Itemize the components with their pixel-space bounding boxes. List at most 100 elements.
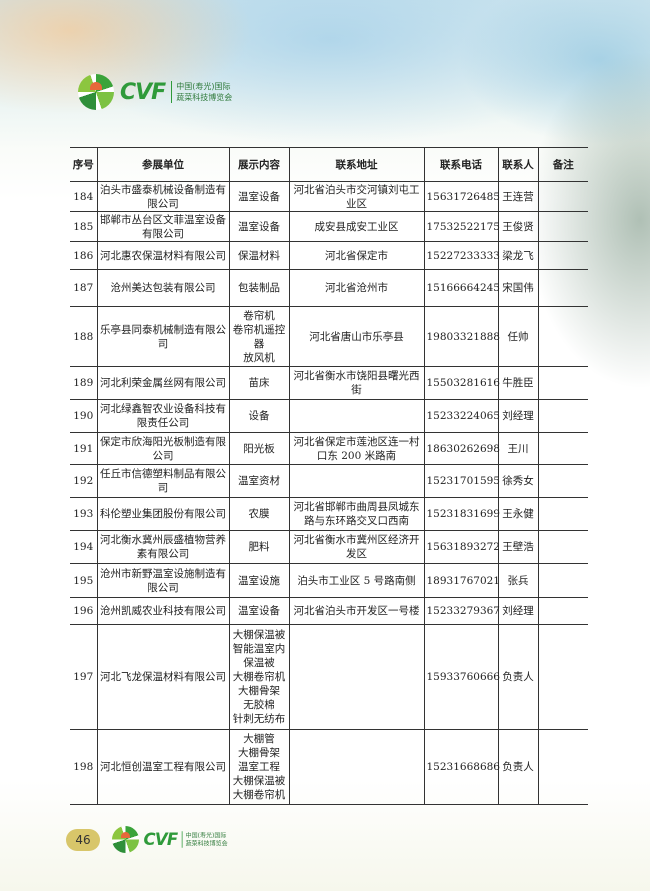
table-row: 197 河北飞龙保温材料有限公司 大棚保温被 智能温室内保温被 大棚卷帘机 大棚骨架… <box>70 624 588 730</box>
contact-cell: 张兵 <box>497 563 539 598</box>
note-cell <box>537 211 588 242</box>
company-cell: 河北绿鑫智农业设备科技有限责任公司 <box>96 399 230 433</box>
table-row: 193 科伦塑业集团股份有限公司 农膜 河北省邯郸市曲周县凤城东路与东环路交叉口西南 1… <box>70 497 588 531</box>
phone-cell: 15227233333 <box>423 241 500 270</box>
table-row: 191 保定市欣海阳光板制造有限公司 阳光板 河北省保定市莲池区连一村口东 200 米… <box>70 432 588 465</box>
exhibitor-table: 序号 参展单位 展示内容 联系地址 联系电话 联系人 备注 184 泊头市盛泰机械设备制造有限… <box>70 147 588 805</box>
address-cell: 河北省保定市 <box>288 241 425 270</box>
header-logo: CVF 中国(寿光)国际 蔬菜科技博览会 <box>78 74 232 110</box>
contact-cell: 王连营 <box>497 181 539 212</box>
column-header: 联系电话 <box>423 147 499 182</box>
products-cell: 肥料 <box>228 530 290 564</box>
company-cell: 河北惠农保温材料有限公司 <box>96 241 230 270</box>
table-row: 190 河北绿鑫智农业设备科技有限责任公司 设备 15233224065 刘经理 <box>70 399 588 433</box>
table-row: 184 泊头市盛泰机械设备制造有限公司 温室设备 河北省泊头市交河镇刘屯工业区 1563… <box>70 181 588 212</box>
note-cell <box>537 432 588 465</box>
products-cell: 温室资材 <box>228 464 290 498</box>
address-cell: 河北省唐山市乐亭县 <box>288 306 425 367</box>
contact-cell: 负责人 <box>497 624 539 730</box>
table-row: 186 河北惠农保温材料有限公司 保温材料 河北省保定市 15227233333 梁龙飞 <box>70 241 588 270</box>
address-cell: 河北省泊头市开发区一号楼 <box>288 597 425 625</box>
row-number: 190 <box>70 399 98 433</box>
phone-cell: 15233224065 <box>423 399 500 433</box>
address-cell: 河北省保定市莲池区连一村口东 200 米路南 <box>288 432 425 465</box>
logo-brand: CVF <box>143 830 179 849</box>
note-cell <box>537 597 588 625</box>
address-cell: 河北省泊头市交河镇刘屯工业区 <box>288 181 425 212</box>
phone-cell: 17532522175 <box>423 211 500 242</box>
company-cell: 乐亭县同泰机械制造有限公司 <box>96 306 230 367</box>
products-cell: 温室设备 <box>228 181 290 212</box>
contact-cell: 牛胜臣 <box>497 366 539 400</box>
note-cell <box>537 241 588 270</box>
contact-cell: 刘经理 <box>497 399 539 433</box>
contact-cell: 徐秀女 <box>497 464 539 498</box>
phone-cell: 15231701595 <box>423 464 500 498</box>
row-number: 194 <box>70 530 98 564</box>
products-cell: 保温材料 <box>228 241 290 270</box>
company-cell: 河北恒创温室工程有限公司 <box>96 729 230 805</box>
address-cell <box>288 729 425 805</box>
company-cell: 河北衡水冀州辰盛植物营养素有限公司 <box>96 530 230 564</box>
products-cell: 卷帘机 卷帘机遥控器 放风机 <box>228 306 290 367</box>
note-cell <box>537 306 588 367</box>
phone-cell: 15933760666 <box>423 624 500 730</box>
logo-line1: 中国(寿光)国际 <box>176 82 231 91</box>
table-row: 189 河北利荣金属丝网有限公司 苗床 河北省衡水市饶阳县曙光西街 1550328161… <box>70 366 588 400</box>
phone-cell: 15166664245 <box>423 269 500 307</box>
column-header: 联系地址 <box>288 147 425 182</box>
products-cell: 温室设备 <box>228 597 290 625</box>
row-number: 198 <box>70 729 98 805</box>
logo-line2: 蔬菜科技博览会 <box>176 93 233 102</box>
phone-cell: 19803321888 <box>423 306 500 367</box>
address-cell: 河北省衡水市冀州区经济开发区 <box>288 530 425 564</box>
column-header: 参展单位 <box>96 147 230 182</box>
row-number: 188 <box>70 306 98 367</box>
products-cell: 温室设备 <box>228 211 290 242</box>
note-cell <box>537 530 588 564</box>
logo-text: 中国(寿光)国际 蔬菜科技博览会 <box>171 81 232 103</box>
address-cell: 河北省沧州市 <box>288 269 425 307</box>
address-cell <box>288 624 425 730</box>
note-cell <box>537 729 588 805</box>
products-cell: 阳光板 <box>228 432 290 465</box>
row-number: 191 <box>70 432 98 465</box>
column-header: 联系人 <box>497 147 539 182</box>
phone-cell: 15503281616 <box>423 366 500 400</box>
table-row: 198 河北恒创温室工程有限公司 大棚管 大棚骨架 温室工程 大棚保温被 大棚卷帘机… <box>70 729 588 805</box>
company-cell: 沧州市新野温室设施制造有限公司 <box>96 563 230 598</box>
address-cell: 河北省邯郸市曲周县凤城东路与东环路交叉口西南 <box>288 497 425 531</box>
logo-text: 中国(寿光)国际 蔬菜科技博览会 <box>181 831 228 848</box>
column-header: 序号 <box>70 147 98 182</box>
contact-cell: 王俊贤 <box>497 211 539 242</box>
table-row: 194 河北衡水冀州辰盛植物营养素有限公司 肥料 河北省衡水市冀州区经济开发区 1563… <box>70 530 588 564</box>
company-cell: 沧州凯威农业科技有限公司 <box>96 597 230 625</box>
phone-cell: 15631726485 <box>423 181 500 212</box>
contact-cell: 负责人 <box>497 729 539 805</box>
row-number: 196 <box>70 597 98 625</box>
note-cell <box>537 464 588 498</box>
phone-cell: 15631893272 <box>423 530 500 564</box>
note-cell <box>537 366 588 400</box>
row-number: 189 <box>70 366 98 400</box>
products-cell: 大棚保温被 智能温室内保温被 大棚卷帘机 大棚骨架 无胶棉 针刺无纺布 <box>228 624 290 730</box>
table-row: 195 沧州市新野温室设施制造有限公司 温室设施 泊头市工业区 5 号路南侧 18931… <box>70 563 588 598</box>
footer-logo: CVF 中国(寿光)国际 蔬菜科技博览会 <box>112 826 228 853</box>
address-cell <box>288 399 425 433</box>
column-header: 展示内容 <box>228 147 290 182</box>
phone-cell: 18931767021 <box>423 563 500 598</box>
row-number: 187 <box>70 269 98 307</box>
cvf-swirl-icon <box>112 826 139 853</box>
address-cell: 泊头市工业区 5 号路南侧 <box>288 563 425 598</box>
company-cell: 邯郸市丛台区文菲温室设备有限公司 <box>96 211 230 242</box>
table-row: 192 任丘市信德塑料制品有限公司 温室资材 15231701595 徐秀女 <box>70 464 588 498</box>
company-cell: 保定市欣海阳光板制造有限公司 <box>96 432 230 465</box>
products-cell: 苗床 <box>228 366 290 400</box>
products-cell: 设备 <box>228 399 290 433</box>
row-number: 186 <box>70 241 98 270</box>
products-cell: 包装制品 <box>228 269 290 307</box>
phone-cell: 15231668686 <box>423 729 500 805</box>
phone-cell: 15233279367 <box>423 597 500 625</box>
company-cell: 河北飞龙保温材料有限公司 <box>96 624 230 730</box>
row-number: 193 <box>70 497 98 531</box>
